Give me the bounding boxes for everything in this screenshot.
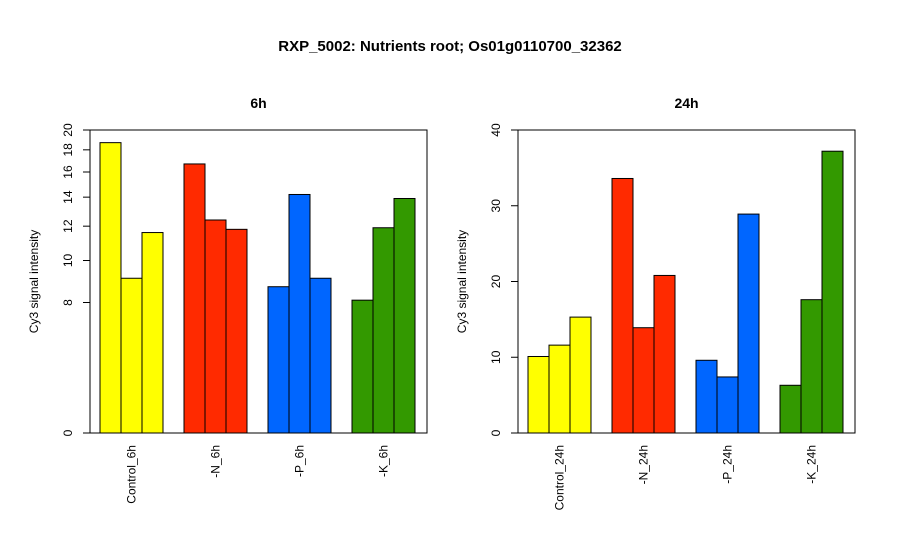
bar (632, 327, 655, 434)
bar (99, 142, 122, 434)
chart-main-title: RXP_5002: Nutrients root; Os01g0110700_3… (278, 38, 622, 55)
plot-frame (89, 129, 428, 434)
y-tick-label: 12 (61, 219, 75, 233)
x-category-label: -P_6h (293, 445, 307, 477)
bar (737, 213, 760, 434)
bar (372, 227, 395, 434)
bar (393, 197, 416, 434)
bar (800, 299, 823, 434)
panel-title: 24h (674, 95, 698, 111)
bar (779, 384, 802, 434)
y-tick-label: 0 (61, 429, 75, 436)
x-category-label: -K_24h (805, 445, 819, 484)
panel-title: 6h (250, 95, 266, 111)
bar (716, 376, 739, 434)
bar (611, 177, 634, 434)
bar (548, 344, 571, 434)
y-tick-label: 10 (61, 254, 75, 268)
y-tick-label: 16 (61, 165, 75, 179)
x-category-label: Control_24h (553, 445, 567, 510)
bar (569, 316, 592, 434)
x-category-label: -P_24h (721, 445, 735, 484)
x-category-label: -N_6h (209, 445, 223, 478)
bar (695, 359, 718, 434)
bar (120, 277, 143, 434)
x-category-label: -N_24h (637, 445, 651, 484)
y-tick-label: 20 (61, 123, 75, 137)
y-axis-label: Cy3 signal intensity (27, 230, 41, 333)
y-tick-label: 14 (61, 190, 75, 204)
bar (204, 219, 227, 434)
y-tick-label: 30 (489, 199, 503, 213)
bar (183, 163, 206, 434)
y-axis-label: Cy3 signal intensity (455, 230, 469, 333)
y-tick-label: 18 (61, 143, 75, 157)
bar (288, 193, 311, 434)
bar (351, 299, 374, 434)
plot-frame (517, 129, 856, 434)
bar (527, 355, 550, 434)
y-tick-label: 8 (61, 299, 75, 306)
y-tick-label: 20 (489, 275, 503, 289)
y-tick-label: 40 (489, 123, 503, 137)
y-tick-label: 0 (489, 429, 503, 436)
x-category-label: Control_6h (125, 445, 139, 504)
bar (141, 232, 164, 434)
y-tick-label: 10 (489, 350, 503, 364)
x-category-label: -K_6h (377, 445, 391, 477)
bar (653, 274, 676, 434)
bar (267, 286, 290, 434)
bar (225, 228, 248, 434)
bar (821, 150, 844, 434)
bar (309, 277, 332, 434)
